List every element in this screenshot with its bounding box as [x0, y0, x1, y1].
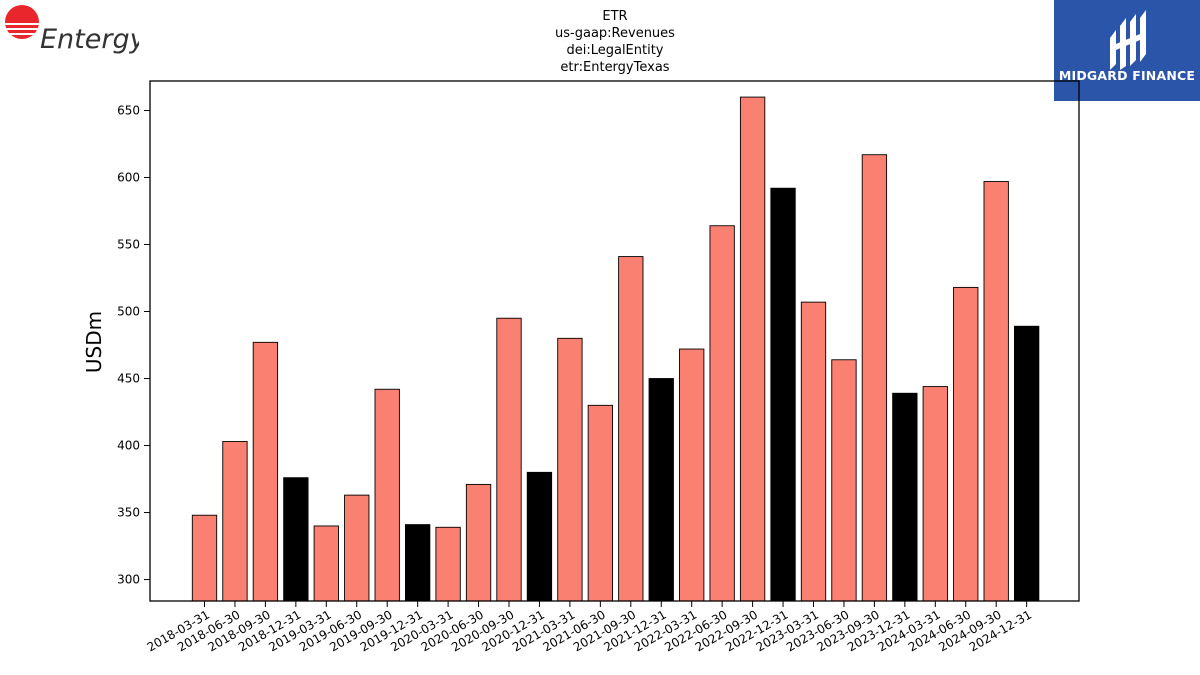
bar-2023-12-31 — [892, 392, 918, 602]
y-tick-label-650: 650 — [117, 103, 140, 117]
y-tick-label-500: 500 — [117, 305, 140, 319]
y-tick-label-550: 550 — [117, 238, 140, 252]
title-line-1: ETR — [602, 9, 628, 24]
bar-2021-09-30 — [618, 256, 644, 602]
bar-2024-03-31 — [922, 386, 948, 602]
bar-2020-06-30 — [465, 483, 492, 602]
title-line-3: dei:LegalEntity — [566, 43, 664, 58]
y-axis: 300 350 400 450 500 550 600 650 — [117, 103, 150, 587]
y-tick-label-450: 450 — [117, 372, 140, 386]
y-tick-label-400: 400 — [117, 439, 140, 453]
bar-2018-12-31 — [283, 477, 309, 602]
bar-2022-03-31 — [679, 348, 705, 602]
plot-frame — [149, 80, 1080, 602]
midgard-brand-text: MIDGARD FINANCE — [1058, 68, 1196, 83]
x-axis: 2018-03-312018-06-302018-09-302018-12-31… — [145, 601, 1034, 654]
bar-2021-12-31 — [648, 378, 674, 602]
bar-2024-06-30 — [953, 286, 979, 602]
svg-text:Entergy: Entergy — [40, 24, 139, 55]
bar-2023-03-31 — [800, 301, 827, 602]
bar-2018-09-30 — [252, 341, 279, 602]
bar-2018-06-30 — [222, 441, 248, 602]
bar-2018-03-31 — [191, 514, 218, 602]
bar-2023-09-30 — [861, 154, 888, 602]
bar-2022-12-31 — [770, 187, 796, 602]
bar-2019-09-30 — [374, 388, 400, 602]
bar-2023-06-30 — [831, 359, 857, 602]
y-tick-label-350: 350 — [117, 506, 140, 520]
midgard-finance-logo: MIDGARD FINANCE — [1054, 0, 1200, 101]
bar-2020-03-31 — [435, 526, 461, 602]
midgard-logo-icon — [1110, 10, 1146, 70]
y-axis-label: USDm — [82, 311, 106, 373]
bar-2022-09-30 — [739, 96, 766, 602]
entergy-logo: Entergy — [4, 4, 147, 56]
bar-2019-12-31 — [405, 524, 431, 602]
bar-2020-09-30 — [496, 317, 522, 602]
entergy-logo-icon: Entergy — [5, 5, 147, 55]
bar-2021-06-30 — [587, 404, 614, 602]
bar-2019-06-30 — [344, 494, 370, 602]
bar-2022-06-30 — [709, 225, 735, 602]
bar-2019-03-31 — [313, 525, 339, 602]
y-tick-label-600: 600 — [117, 170, 140, 184]
bar-2024-09-30 — [983, 181, 1009, 602]
title-line-2: us-gaap:Revenues — [555, 26, 675, 41]
bar-2020-12-31 — [526, 471, 553, 602]
bar-2021-03-31 — [557, 337, 583, 602]
bars-group — [191, 96, 1040, 602]
chart-title: ETR us-gaap:Revenues dei:LegalEntity etr… — [0, 8, 1200, 76]
y-tick-label-300: 300 — [117, 573, 140, 587]
title-line-4: etr:EntergyTexas — [560, 60, 670, 75]
bar-2024-12-31 — [1014, 325, 1040, 602]
